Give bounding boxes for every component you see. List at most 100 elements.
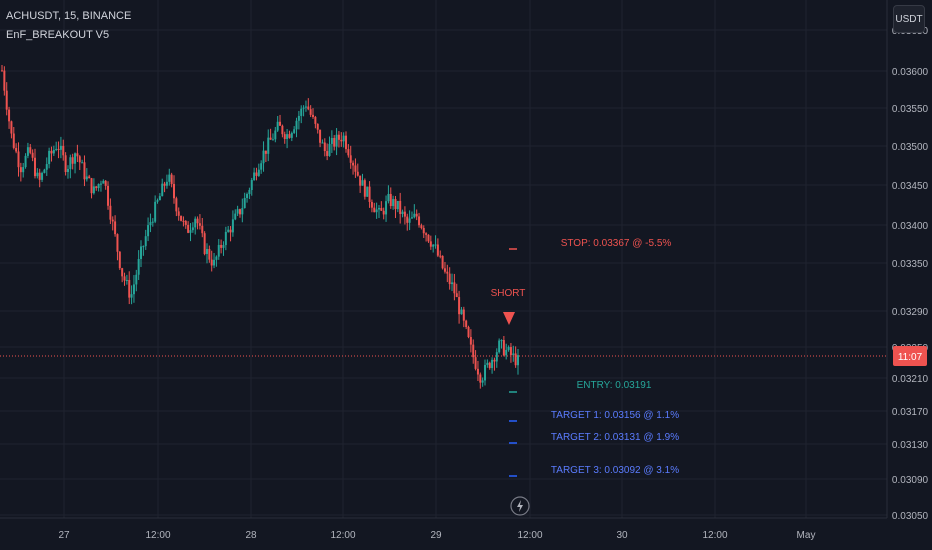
candle-body — [385, 201, 388, 215]
candle-body — [118, 251, 121, 269]
candle-body — [147, 225, 150, 237]
candle-body — [50, 150, 53, 154]
candle-body — [66, 168, 69, 173]
candle-body — [420, 225, 423, 229]
candle-body — [33, 157, 36, 177]
candle-body — [163, 183, 166, 186]
candle-body — [413, 213, 416, 218]
candle-body — [107, 185, 110, 206]
candle-body — [29, 147, 32, 153]
candle-body — [1, 70, 3, 72]
candle-body — [43, 169, 46, 173]
time-tick-label: 28 — [245, 530, 257, 541]
time-axis[interactable]: 27 12:00 28 12:00 29 12:00 30 12:00 May — [58, 530, 815, 541]
candle-body — [434, 244, 437, 246]
candle-body — [380, 207, 383, 211]
candle-body — [408, 218, 411, 223]
candle-body — [481, 380, 484, 383]
price-tick-label: 0.03130 — [892, 440, 929, 451]
price-tick-label: 0.03210 — [892, 374, 929, 385]
candle-body — [168, 174, 171, 182]
candle-body — [97, 184, 100, 189]
candle-body — [114, 221, 117, 235]
candle-body — [74, 153, 77, 164]
target2-label: TARGET 2: 0.03131 @ 1.9% — [551, 432, 679, 443]
candle-body — [250, 180, 253, 191]
candle-body — [241, 208, 244, 215]
candle-body — [406, 216, 409, 223]
candle-body — [184, 221, 187, 225]
candle-body — [246, 193, 249, 198]
candle-body — [439, 255, 442, 257]
candle-body — [24, 155, 27, 168]
candle-body — [479, 374, 482, 383]
entry-label: ENTRY: 0.03191 — [577, 380, 652, 391]
candle-body — [248, 190, 251, 194]
candle-body — [469, 337, 472, 345]
price-axis[interactable]: 0.036500.036000.035500.035000.034500.034… — [892, 26, 929, 522]
candle-body — [276, 121, 279, 131]
indicator-name[interactable]: EnF_BREAKOUT V5 — [6, 29, 110, 41]
candle-body — [432, 244, 435, 247]
time-tick-label: 27 — [58, 530, 70, 541]
candle-body — [493, 359, 496, 362]
currency-button[interactable]: USDT — [893, 5, 925, 33]
candle-body — [36, 172, 39, 177]
candle-body — [415, 213, 418, 217]
target3-label: TARGET 3: 0.03092 @ 3.1% — [551, 465, 679, 476]
candle-body — [488, 362, 491, 369]
candle-body — [76, 153, 79, 157]
candle-body — [514, 353, 517, 366]
candle-body — [130, 294, 133, 298]
replay-lightning-icon[interactable] — [510, 496, 530, 516]
candle-body — [121, 268, 124, 277]
candle-body — [17, 151, 20, 168]
candle-body — [92, 186, 95, 194]
candle-body — [78, 156, 81, 163]
candle-body — [194, 218, 197, 228]
candle-body — [403, 211, 406, 217]
candle-body — [125, 279, 128, 281]
candle-body — [267, 137, 270, 154]
time-tick-label: 12:00 — [330, 530, 355, 541]
candle-body — [102, 180, 105, 184]
candle-body — [297, 115, 300, 121]
candle-body — [231, 219, 234, 233]
candle-body — [382, 210, 385, 215]
candle-body — [156, 200, 159, 202]
candle-body — [498, 340, 501, 353]
candle-body — [304, 106, 307, 108]
candle-body — [128, 279, 131, 298]
current-price-tag-bg — [893, 346, 927, 366]
candle-body — [116, 234, 119, 252]
candle-body — [3, 70, 6, 91]
candle-body — [312, 114, 315, 117]
candle-body — [220, 244, 223, 248]
candle-body — [264, 150, 267, 154]
candle-body — [389, 193, 392, 207]
candle-body — [210, 259, 213, 266]
candle-body — [154, 201, 157, 222]
candle-body — [269, 137, 272, 140]
candle-body — [177, 211, 180, 216]
candle-body — [373, 207, 376, 213]
time-tick-label: 12:00 — [145, 530, 170, 541]
candle-body — [132, 284, 135, 295]
candle-body — [10, 121, 13, 134]
candle-body — [368, 186, 371, 202]
candle-body — [349, 155, 352, 163]
symbol-title[interactable]: ACHUSDT, 15, BINANCE — [6, 10, 132, 22]
candle-body — [99, 183, 102, 185]
candle-body — [38, 172, 41, 180]
candle-body — [180, 215, 183, 221]
candle-body — [474, 357, 477, 369]
candle-body — [467, 327, 470, 338]
candle-body — [500, 340, 503, 342]
candle-body — [387, 193, 390, 202]
candle-body — [300, 108, 303, 116]
candle-body — [321, 142, 324, 144]
price-tick-label: 0.03500 — [892, 142, 929, 153]
price-tick-label: 0.03350 — [892, 259, 929, 270]
candle-body — [436, 244, 439, 256]
